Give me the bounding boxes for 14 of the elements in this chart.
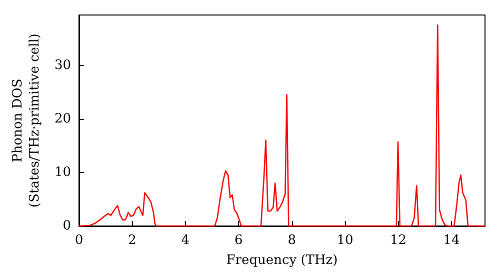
y-tick-label: 20 bbox=[54, 111, 71, 126]
x-tick-label: 8 bbox=[288, 233, 296, 248]
y-tick-label: 10 bbox=[54, 164, 71, 180]
y-tick-label: 30 bbox=[54, 58, 71, 73]
y-axis-title: Phonon DOS (States/THz·primitive cell) bbox=[10, 33, 43, 208]
x-tick-label: 0 bbox=[74, 233, 84, 248]
x-tick-label: 10 bbox=[336, 233, 354, 248]
x-tick-label: 4 bbox=[181, 233, 190, 248]
x-tick-label: 2 bbox=[128, 233, 136, 248]
x-tick-label: 12 bbox=[390, 233, 407, 248]
x-axis-title: Frequency (THz) bbox=[226, 252, 338, 268]
x-tick-label: 6 bbox=[234, 233, 243, 248]
x-tick-label: 14 bbox=[443, 233, 460, 248]
y-tick-label: 0 bbox=[62, 218, 71, 234]
